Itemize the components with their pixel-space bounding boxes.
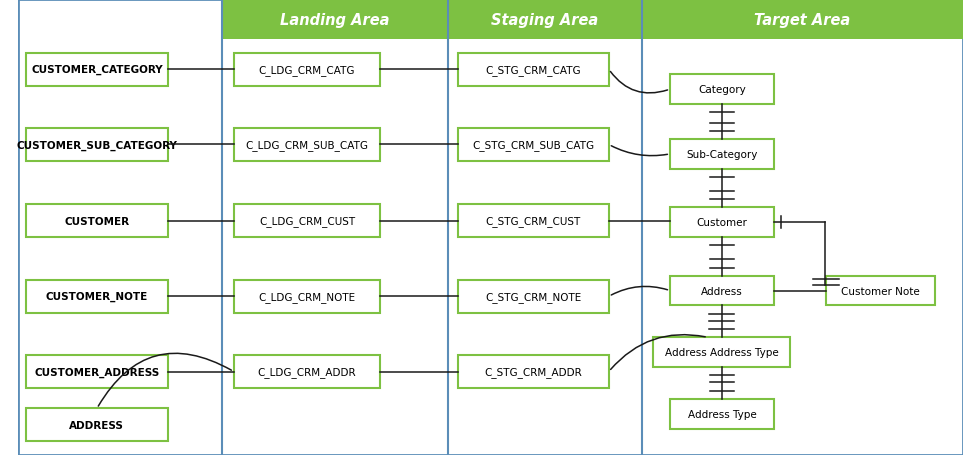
FancyBboxPatch shape (26, 355, 168, 388)
FancyBboxPatch shape (234, 54, 380, 86)
Text: Customer: Customer (696, 218, 747, 228)
Text: ADDRESS: ADDRESS (69, 420, 124, 430)
FancyBboxPatch shape (26, 205, 168, 238)
FancyBboxPatch shape (234, 129, 380, 162)
FancyBboxPatch shape (457, 54, 609, 86)
FancyBboxPatch shape (234, 355, 380, 388)
FancyBboxPatch shape (26, 129, 168, 162)
Text: Address Address Type: Address Address Type (664, 348, 778, 357)
Text: CUSTOMER_SUB_CATEGORY: CUSTOMER_SUB_CATEGORY (16, 140, 177, 150)
FancyBboxPatch shape (26, 409, 168, 441)
Text: C_STG_CRM_CUST: C_STG_CRM_CUST (485, 216, 581, 227)
Text: CUSTOMER_NOTE: CUSTOMER_NOTE (46, 292, 148, 302)
FancyBboxPatch shape (221, 0, 448, 40)
Text: Target Area: Target Area (754, 13, 850, 27)
FancyBboxPatch shape (670, 75, 774, 105)
FancyBboxPatch shape (457, 129, 609, 162)
Text: C_STG_CRM_NOTE: C_STG_CRM_NOTE (485, 291, 582, 302)
FancyBboxPatch shape (448, 0, 642, 40)
FancyBboxPatch shape (26, 280, 168, 313)
Text: CUSTOMER_CATEGORY: CUSTOMER_CATEGORY (31, 65, 163, 75)
FancyBboxPatch shape (670, 208, 774, 238)
Text: CUSTOMER: CUSTOMER (65, 216, 129, 226)
FancyBboxPatch shape (457, 280, 609, 313)
Text: C_LDG_CRM_CATG: C_LDG_CRM_CATG (259, 65, 355, 76)
FancyBboxPatch shape (670, 276, 774, 306)
FancyBboxPatch shape (18, 0, 963, 455)
FancyBboxPatch shape (457, 355, 609, 388)
Text: Sub-Category: Sub-Category (687, 150, 758, 159)
Text: Address Type: Address Type (688, 409, 757, 419)
FancyBboxPatch shape (653, 338, 791, 367)
FancyBboxPatch shape (26, 54, 168, 86)
FancyBboxPatch shape (670, 140, 774, 169)
FancyBboxPatch shape (457, 205, 609, 238)
FancyBboxPatch shape (642, 0, 963, 40)
Text: C_STG_CRM_ADDR: C_STG_CRM_ADDR (484, 366, 582, 377)
FancyBboxPatch shape (670, 399, 774, 429)
Text: Staging Area: Staging Area (491, 13, 599, 27)
Text: C_LDG_CRM_CUST: C_LDG_CRM_CUST (259, 216, 355, 227)
Text: C_LDG_CRM_NOTE: C_LDG_CRM_NOTE (258, 291, 355, 302)
Text: Category: Category (698, 85, 746, 95)
Text: C_STG_CRM_CATG: C_STG_CRM_CATG (485, 65, 581, 76)
Text: C_LDG_CRM_SUB_CATG: C_LDG_CRM_SUB_CATG (246, 140, 369, 151)
FancyBboxPatch shape (234, 205, 380, 238)
Text: C_STG_CRM_SUB_CATG: C_STG_CRM_SUB_CATG (472, 140, 594, 151)
Text: Customer Note: Customer Note (841, 286, 920, 296)
Text: CUSTOMER_ADDRESS: CUSTOMER_ADDRESS (35, 367, 160, 377)
Text: Landing Area: Landing Area (280, 13, 390, 27)
FancyBboxPatch shape (234, 280, 380, 313)
Text: C_LDG_CRM_ADDR: C_LDG_CRM_ADDR (258, 366, 356, 377)
Text: Address: Address (701, 286, 743, 296)
FancyBboxPatch shape (826, 276, 935, 306)
